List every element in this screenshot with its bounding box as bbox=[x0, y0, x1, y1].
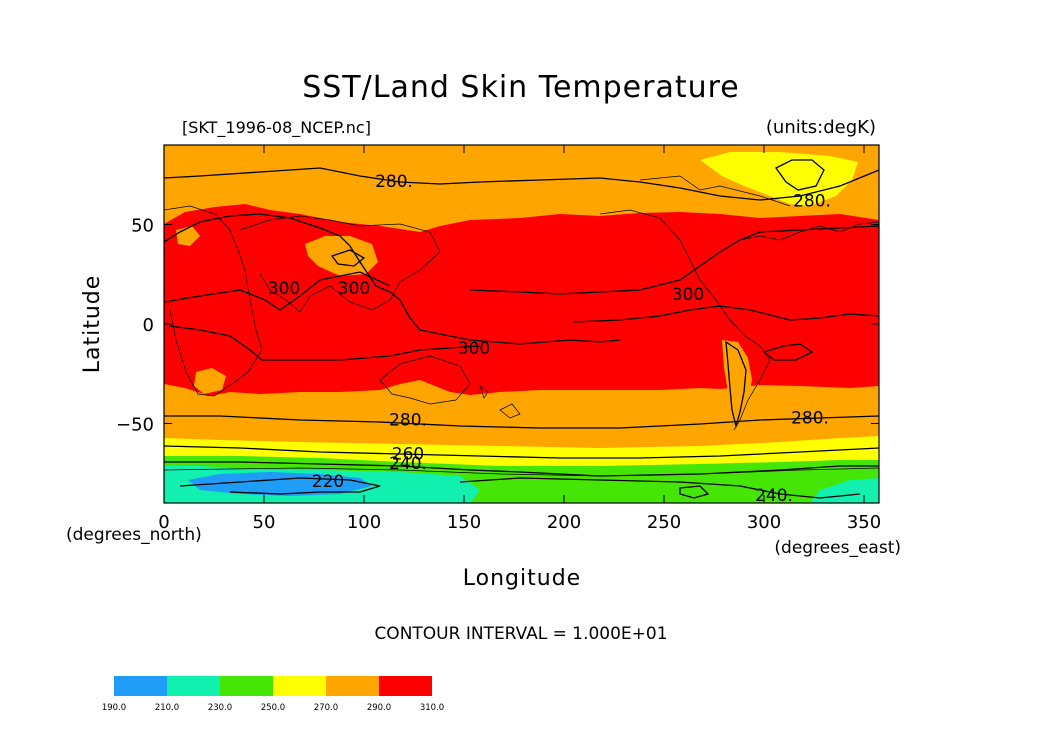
x-tick-label: 50 bbox=[253, 512, 276, 533]
contour-label: 300 bbox=[338, 279, 370, 299]
colorbar: 190.0 210.0 230.0 250.0 270.0 290.0 310.0 bbox=[102, 676, 444, 713]
contour-label: 300 bbox=[458, 339, 490, 359]
y-units-label: (degrees_north) bbox=[66, 525, 202, 545]
tibet-patch bbox=[305, 236, 378, 276]
colorbar-level-label: 310.0 bbox=[420, 703, 444, 713]
colorbar-swatch bbox=[167, 676, 220, 696]
file-label: [SKT_1996-08_NCEP.nc] bbox=[182, 118, 371, 138]
y-tick-labels: 50 0 −50 bbox=[116, 216, 154, 436]
contour-label: 240. bbox=[389, 454, 427, 474]
contour-lines bbox=[164, 159, 879, 499]
x-tick-label: 350 bbox=[847, 512, 881, 533]
colorbar-swatch bbox=[114, 676, 167, 696]
contour-interval: CONTOUR INTERVAL = 1.000E+01 bbox=[374, 624, 667, 644]
x-tick-label: 300 bbox=[747, 512, 781, 533]
x-tick-label: 250 bbox=[647, 512, 681, 533]
contour-label: 300 bbox=[672, 285, 704, 305]
x-axis-label: Longitude bbox=[463, 566, 581, 591]
contour-label: 240. bbox=[755, 486, 793, 506]
band-above-290 bbox=[164, 204, 879, 396]
x-tick-label: 0 bbox=[158, 512, 169, 533]
contour-label: 280. bbox=[375, 172, 413, 192]
y-axis-label: Latitude bbox=[80, 275, 105, 374]
colorbar-level-label: 230.0 bbox=[208, 703, 232, 713]
x-tick-labels: 0 50 100 150 200 250 300 350 bbox=[158, 512, 881, 533]
contour-label: 280. bbox=[793, 192, 831, 212]
units-label: (units:degK) bbox=[766, 117, 876, 138]
contour-label: 300 bbox=[268, 279, 300, 299]
coastlines bbox=[164, 175, 879, 477]
x-units-label: (degrees_east) bbox=[774, 538, 901, 558]
colorbar-swatch bbox=[220, 676, 273, 696]
contour-label: 260 bbox=[392, 444, 424, 464]
x-tick-label: 150 bbox=[447, 512, 481, 533]
colorbar-level-label: 210.0 bbox=[155, 703, 179, 713]
x-tick-label: 100 bbox=[347, 512, 381, 533]
band-below-210 bbox=[188, 472, 372, 496]
y-tick-label: −50 bbox=[116, 414, 154, 435]
y-tick-label: 0 bbox=[143, 315, 154, 336]
colorbar-level-label: 250.0 bbox=[261, 703, 285, 713]
contour-label: 280. bbox=[791, 408, 829, 428]
y-tick-label: 50 bbox=[131, 216, 154, 237]
andes-patch bbox=[722, 340, 752, 430]
x-tick-label: 200 bbox=[547, 512, 581, 533]
africa-patch bbox=[194, 368, 226, 394]
contour-label: 220 bbox=[312, 472, 344, 492]
colorbar-swatch bbox=[379, 676, 432, 696]
colorbar-level-label: 290.0 bbox=[367, 703, 391, 713]
colorbar-swatch bbox=[326, 676, 379, 696]
colorbar-swatch bbox=[273, 676, 326, 696]
chart-title: SST/Land Skin Temperature bbox=[302, 70, 740, 105]
contour-label: 280. bbox=[389, 410, 427, 430]
colorbar-level-label: 270.0 bbox=[314, 703, 338, 713]
colorbar-level-label: 190.0 bbox=[102, 703, 126, 713]
